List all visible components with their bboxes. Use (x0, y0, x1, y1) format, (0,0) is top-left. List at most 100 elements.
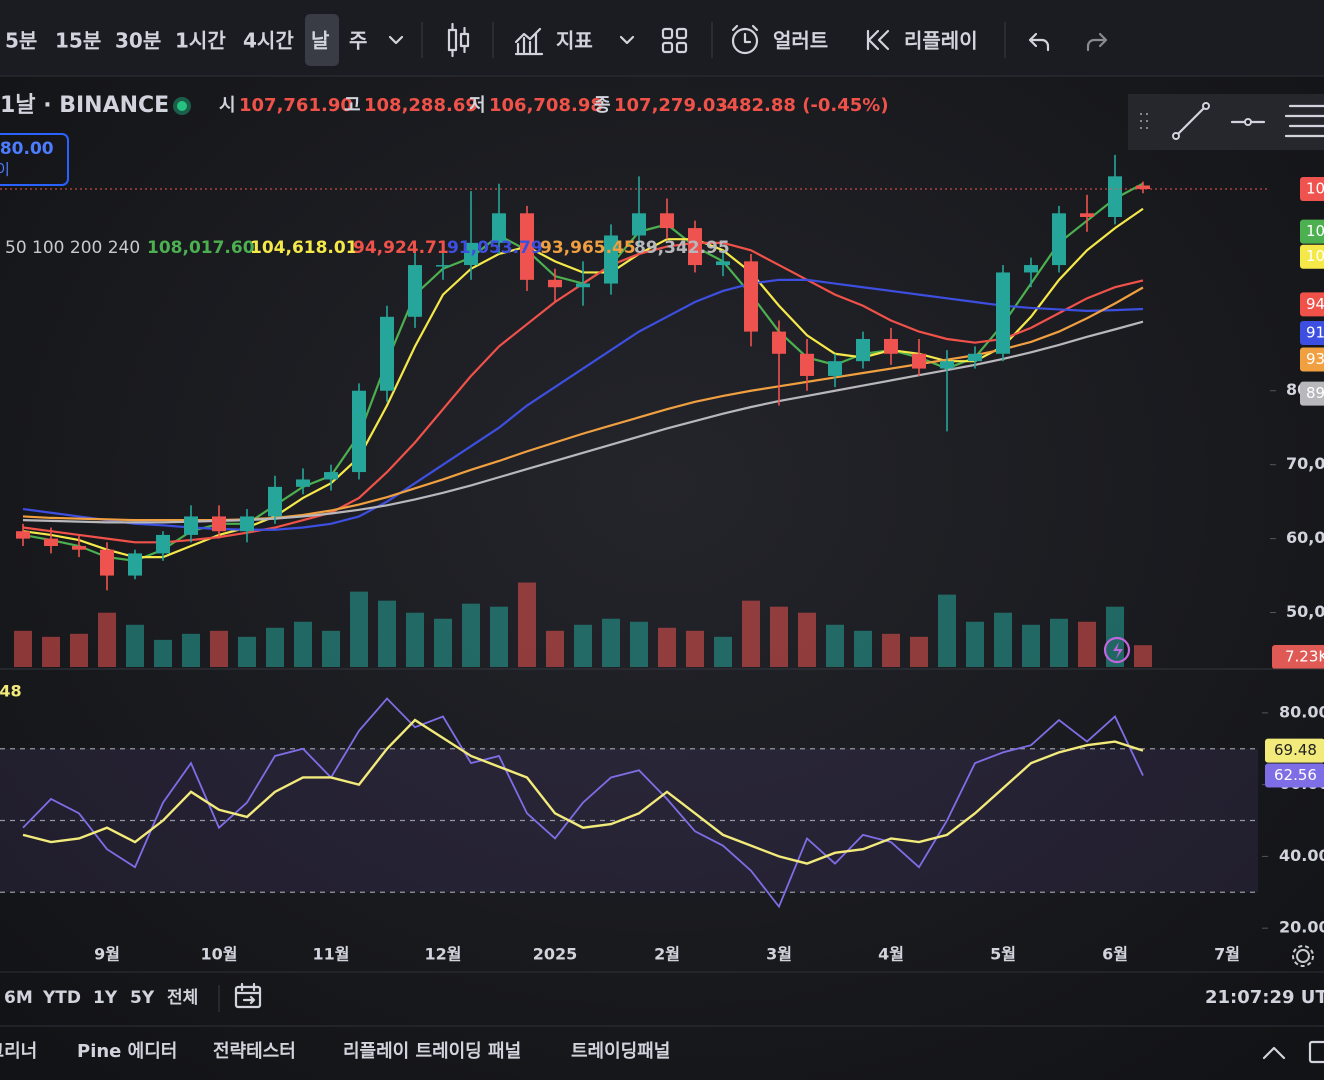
tool-dot (1172, 132, 1180, 140)
candle-body (128, 553, 142, 576)
volume-badge (1272, 645, 1324, 669)
ma-legend-value: 93,965.45 (540, 238, 636, 258)
range-button[interactable]: 1Y (93, 988, 118, 1008)
interval-button[interactable]: 30분 (115, 29, 161, 53)
volume-bar (798, 612, 816, 667)
chevron[interactable] (619, 35, 635, 45)
moving-average (22, 278, 1144, 531)
interval-button[interactable]: 1시간 (175, 29, 226, 53)
interval-button[interactable]: 5분 (5, 29, 37, 53)
bottom-tab[interactable]: 스크리너 (0, 1041, 37, 1062)
interval-button[interactable]: 주 (349, 29, 367, 53)
drag-handle[interactable] (1140, 113, 1148, 129)
fib-tool[interactable] (1284, 104, 1324, 138)
range-button[interactable]: 전체 (167, 988, 198, 1008)
trendline-tool[interactable] (1174, 104, 1208, 138)
price-badge (1300, 244, 1324, 269)
volume-bar (826, 624, 844, 667)
x-tick-label: 9월 (94, 945, 120, 964)
indicators-button[interactable]: 지표 (556, 29, 593, 53)
chevron[interactable] (388, 35, 404, 45)
candle-body (856, 338, 870, 362)
volume-bar (322, 630, 340, 667)
low-value: 106,708.98 (489, 95, 603, 116)
range-button[interactable]: 5Y (130, 988, 155, 1008)
candle-icon[interactable] (447, 22, 470, 58)
bottom-tabs: 스크리너 Pine 에디터 전략테스터 리플레이 트레이딩 패널 트레이딩패널 (0, 1041, 670, 1062)
volume-bar (714, 636, 732, 667)
volume-bar (1134, 645, 1152, 667)
volume-bar (434, 618, 452, 667)
redo[interactable] (1086, 32, 1108, 52)
candle-body (464, 242, 478, 266)
bottom-tab[interactable]: 전략테스터 (213, 1041, 296, 1062)
moving-average (22, 320, 1144, 524)
replay-icon[interactable] (866, 29, 890, 51)
bottom-tab[interactable]: 리플레이 트레이딩 패널 (343, 1041, 521, 1062)
collapse-icon[interactable] (1262, 1046, 1286, 1060)
bottom-tab[interactable]: 트레이딩패널 (571, 1041, 670, 1062)
x-tick-label: 2월 (654, 945, 680, 964)
maximize-icon[interactable] (1308, 1040, 1324, 1064)
status-dot (177, 101, 187, 111)
rsi-badge (1265, 738, 1324, 763)
price-badge-label: 108,017.60 (1306, 222, 1324, 240)
interval-button[interactable]: 날 (311, 29, 330, 53)
volume-bar (154, 639, 172, 667)
rsi-lines (22, 697, 1144, 909)
interval-button[interactable]: 15분 (55, 29, 101, 53)
drawing-tools-bg (1128, 94, 1324, 150)
candle-body (100, 549, 114, 576)
x-tick-label: 3월 (766, 945, 792, 964)
goto-date-icon[interactable] (234, 982, 262, 1009)
candle-body (16, 531, 30, 539)
undo[interactable] (1028, 32, 1050, 52)
candle-body (828, 361, 842, 376)
volume-bar (238, 636, 256, 667)
volume-bar (994, 612, 1012, 667)
candle-body (884, 338, 898, 354)
candle-body (576, 283, 590, 288)
y-tick-label: 40.00 (1279, 846, 1324, 865)
interval-selected-bg (305, 14, 339, 66)
settings-icon[interactable] (1292, 945, 1314, 967)
drawing-tools (1128, 94, 1324, 150)
close-title: 종 (594, 95, 611, 116)
price-badge-label: 93,965.45 (1306, 350, 1324, 368)
time-axis: 9월 10월 11월 12월 2025 2월 3월 4월 5월 6월 7월 (94, 945, 1240, 964)
price-badge-label: 89,342.95 (1306, 384, 1324, 402)
volume-bar (406, 612, 424, 667)
rsi-legend-value: 69.48 (0, 682, 22, 701)
change-value: -482.88 (-0.45%) (719, 95, 889, 116)
volume-bar (14, 630, 32, 667)
price-badge (1300, 292, 1324, 317)
candle-body (352, 390, 366, 473)
range-button[interactable]: YTD (42, 988, 81, 1008)
interval-button[interactable]: 4시간 (243, 29, 294, 53)
order-box[interactable] (0, 133, 69, 186)
alert-icon[interactable] (731, 24, 759, 55)
tool-dot (1202, 102, 1210, 110)
candle-body (436, 265, 450, 267)
volume-bar (98, 612, 116, 667)
indicator-icon[interactable] (514, 27, 544, 56)
candle-body (940, 361, 954, 369)
layout-icon[interactable] (661, 27, 688, 54)
price-badge (1300, 381, 1324, 406)
volume-bar (630, 621, 648, 667)
bottom-tab[interactable]: Pine 에디터 (77, 1041, 177, 1062)
flash-icon[interactable] (1103, 636, 1131, 664)
volume-bar (546, 630, 564, 667)
candle-body (772, 331, 786, 354)
volume-bar (350, 591, 368, 667)
candle-body (520, 213, 534, 280)
volume-bar (938, 594, 956, 667)
candle-body (800, 353, 814, 376)
alerts-button[interactable]: 얼러트 (773, 29, 828, 53)
volume-bar (1022, 624, 1040, 667)
candle-body (996, 272, 1010, 354)
volume-bar (294, 621, 312, 667)
range-button[interactable]: 6M (4, 988, 33, 1008)
replay-button[interactable]: 리플레이 (904, 29, 978, 53)
